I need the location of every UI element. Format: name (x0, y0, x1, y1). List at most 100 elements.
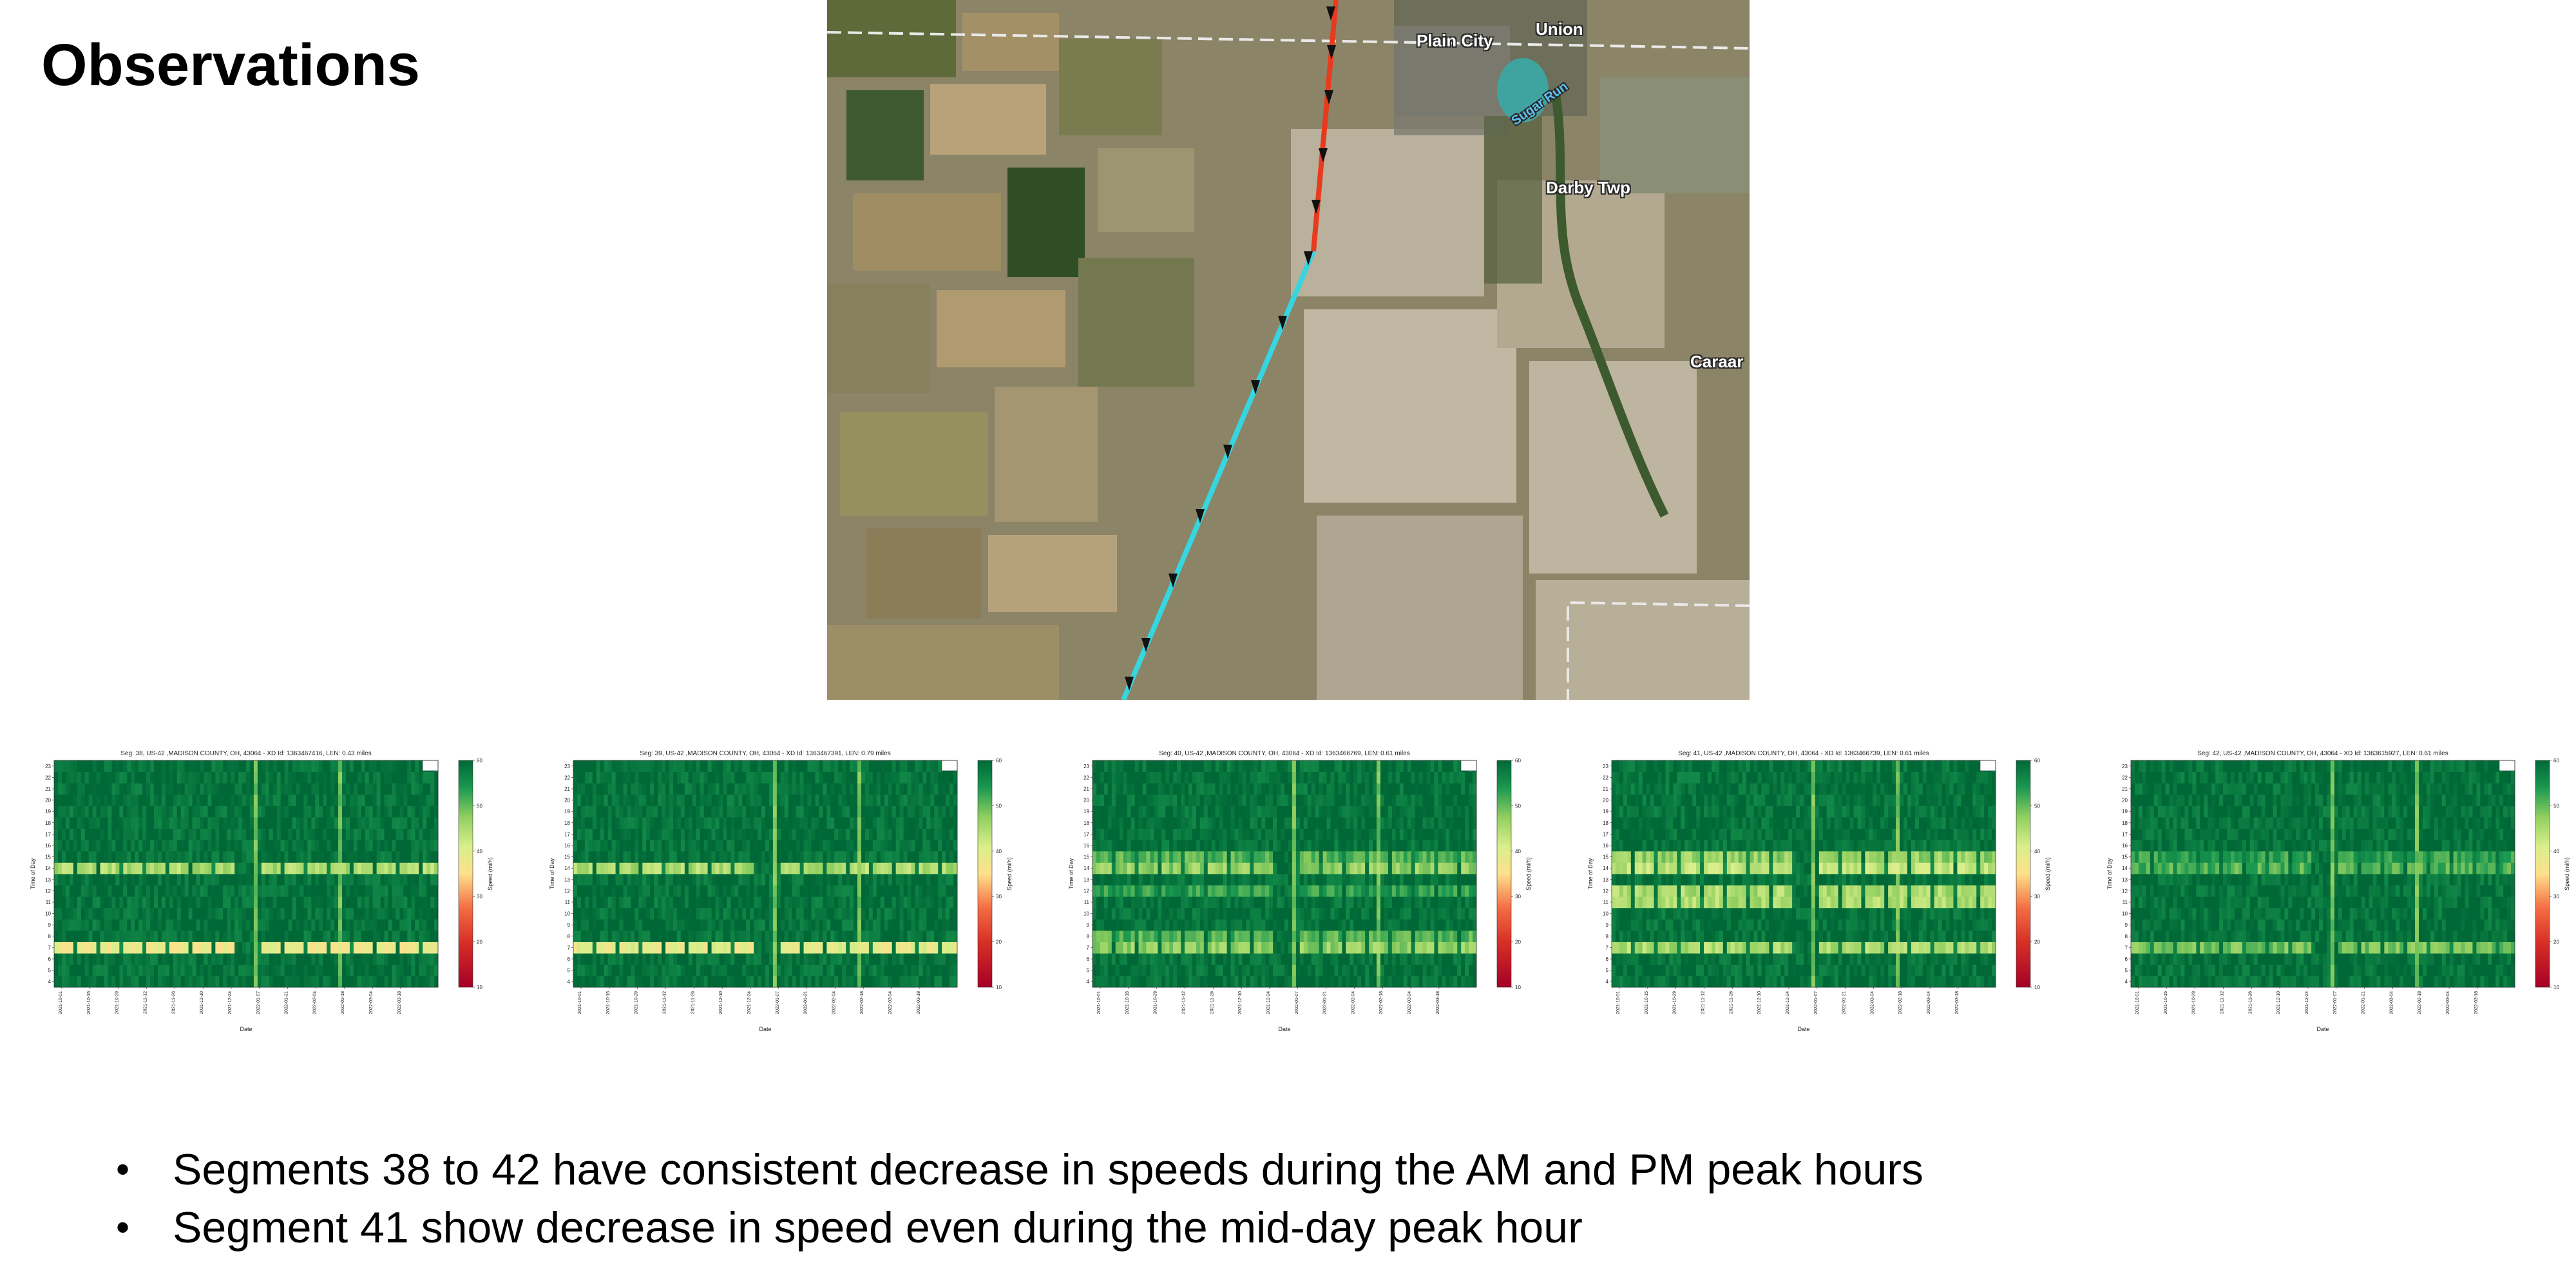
heatmap-cell (915, 851, 919, 863)
heatmap-cell (215, 885, 220, 897)
heatmap-cell (846, 828, 850, 840)
heatmap-cell (1269, 907, 1274, 920)
heatmap-cell (662, 874, 666, 885)
heatmap-cell (803, 760, 808, 772)
heatmap-cell (1219, 896, 1224, 909)
heatmap-cell (680, 806, 685, 818)
heatmap-cell (342, 907, 347, 920)
heatmap-cell (188, 794, 193, 806)
heatmap-cell (246, 806, 251, 818)
heatmap-cell (876, 783, 881, 795)
heatmap-cell (119, 828, 124, 840)
heatmap-cell (173, 919, 178, 931)
heatmap-cell (215, 794, 220, 806)
heatmap-cell (345, 964, 350, 976)
heatmap-cell (1119, 941, 1124, 954)
heatmap-cell (73, 919, 78, 931)
heatmap-cell (911, 964, 915, 976)
heatmap-cell (942, 941, 946, 954)
heatmap-cell (81, 817, 86, 829)
heatmap-cell (711, 941, 716, 954)
heatmap-cell (750, 862, 754, 874)
heatmap-cell (135, 976, 139, 988)
heatmap-cell (803, 976, 808, 988)
heatmap-cell (161, 885, 166, 897)
heatmap-cell (353, 817, 358, 829)
heatmap-cell (758, 976, 762, 988)
heatmap-cell (1265, 896, 1270, 909)
heatmap-cell (592, 964, 597, 976)
heatmap-cell (754, 976, 758, 988)
heatmap-cell (780, 953, 785, 965)
heatmap-cell (711, 851, 716, 863)
heatmap-cell (1369, 931, 1373, 942)
heatmap-cell (949, 885, 954, 897)
heatmap-cell (746, 851, 750, 863)
heatmap-cell (780, 885, 785, 897)
heatmap-cell (1461, 976, 1465, 988)
colorbar (458, 760, 473, 988)
heatmap-cell (353, 874, 358, 885)
heatmap-cell (1265, 907, 1270, 920)
heatmap-cell (768, 919, 774, 931)
heatmap-cell (261, 783, 266, 795)
heatmap-cell (311, 806, 316, 818)
heatmap-cell (131, 874, 135, 885)
heatmap-cell (276, 953, 281, 965)
satellite-map[interactable]: Plain City Union Darby Twp Caraar Sugar … (827, 0, 1750, 700)
heatmap-cell (665, 794, 670, 806)
heatmap-cell (826, 885, 831, 897)
heatmap-cell (223, 953, 227, 965)
heatmap-cell (784, 964, 789, 976)
heatmap-cell (880, 783, 885, 795)
heatmap-cell (662, 941, 666, 954)
heatmap-cell (654, 862, 658, 874)
heatmap-cell (365, 874, 370, 885)
heatmap-cell (353, 931, 358, 942)
heatmap-cell (403, 907, 408, 920)
heatmap-cell (77, 760, 82, 772)
heatmap-cell (815, 862, 819, 874)
heatmap-cell (219, 851, 224, 863)
heatmap-cell (300, 976, 304, 988)
heatmap-cell (742, 783, 747, 795)
heatmap-cell (703, 806, 708, 818)
heatmap-cell (307, 817, 312, 829)
heatmap-cell (768, 874, 774, 885)
heatmap-cell (419, 931, 423, 942)
heatmap-cell (265, 817, 270, 829)
heatmap-cell (1234, 907, 1239, 920)
heatmap-cell (696, 896, 701, 909)
heatmap-cell (135, 828, 139, 840)
heatmap-cell (665, 771, 670, 784)
heatmap-cell (611, 953, 616, 965)
heatmap-cell (403, 919, 408, 931)
heatmap-cell (1461, 907, 1465, 920)
heatmap-cell (631, 862, 635, 874)
heatmap-cell (296, 907, 300, 920)
heatmap-cell (788, 806, 793, 818)
heatmap-cell (1269, 964, 1274, 976)
heatmap-cell (758, 862, 762, 874)
heatmap-cell (600, 907, 605, 920)
heatmap-cell (81, 885, 86, 897)
heatmap-cell (811, 953, 816, 965)
heatmap-cell (1192, 976, 1197, 988)
heatmap-cell (88, 806, 93, 818)
heatmap-cell (903, 919, 908, 931)
heatmap-cell (219, 771, 224, 784)
heatmap-cell (588, 896, 593, 909)
heatmap-cell (81, 919, 86, 931)
heatmap-cell (100, 783, 104, 795)
heatmap-cell (1457, 953, 1462, 965)
heatmap-cell (108, 771, 112, 784)
heatmap-cell (1103, 919, 1109, 931)
heatmap-cell (111, 896, 116, 909)
heatmap-cell (669, 919, 674, 931)
heatmap-cell (584, 907, 589, 920)
heatmap-cell (284, 953, 289, 965)
heatmap-cell (876, 885, 881, 897)
heatmap-cell (615, 896, 620, 909)
heatmap-cell (368, 976, 374, 988)
heatmap-cell (219, 896, 224, 909)
